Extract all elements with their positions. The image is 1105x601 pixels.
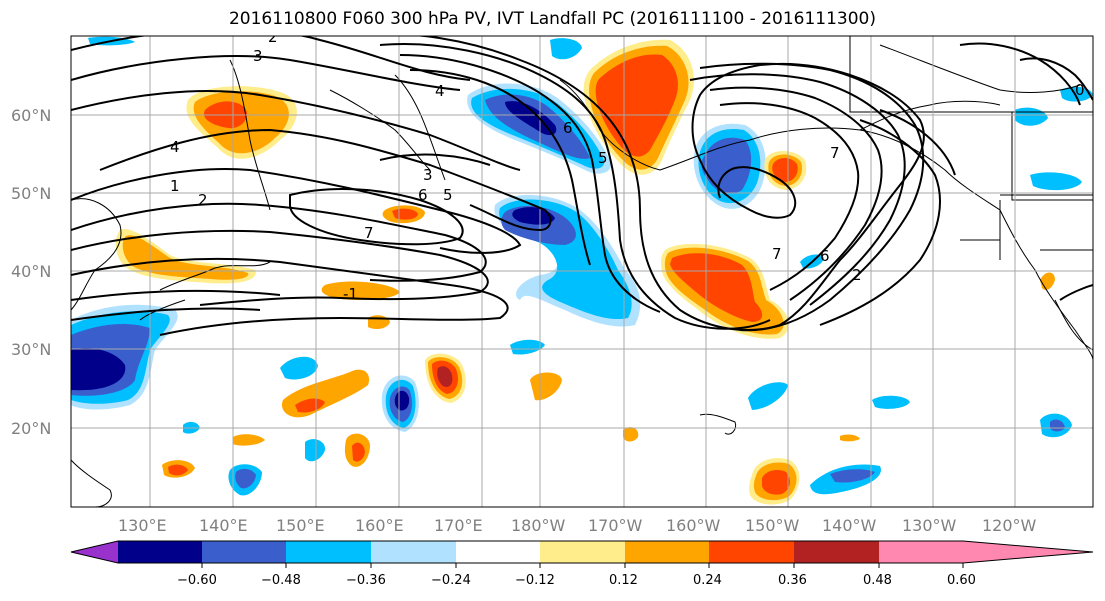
colorbar-tick-label: 0.60 — [947, 573, 976, 588]
colorbar-tick-label: −0.36 — [346, 573, 386, 588]
contour-labels: 3 2 4 4 1 2 3 6 5 7 -1 6 5 7 6 7 2 0 — [170, 28, 1085, 303]
contour-label: -1 — [343, 285, 358, 303]
contour-label: 2 — [268, 28, 278, 46]
anomaly-blob-south-central — [381, 375, 419, 432]
contour-label: 4 — [435, 82, 445, 100]
lon-label: 120°W — [982, 516, 1037, 535]
colorbar-segment — [540, 541, 625, 563]
lon-label: 170°E — [434, 516, 483, 535]
lon-label: 140°E — [199, 516, 248, 535]
anomaly-blob-gulf-alaska — [693, 123, 766, 209]
contour-label: 6 — [563, 119, 573, 137]
lon-label: 170°W — [588, 516, 643, 535]
contour-label: 7 — [772, 245, 782, 263]
contour-label: 5 — [598, 149, 608, 167]
lon-label: 130°W — [902, 516, 957, 535]
lat-label: 20°N — [11, 419, 51, 438]
contour-label: 0 — [1075, 81, 1085, 99]
lon-label: 150°E — [276, 516, 325, 535]
colorbar-extend-min — [71, 541, 118, 563]
contour-label: 6 — [820, 247, 830, 265]
colorbar-segment — [286, 541, 371, 563]
colorbar-tick-label: 0.48 — [863, 573, 892, 588]
graticule — [71, 36, 1093, 507]
colorbar-segment — [202, 541, 286, 563]
anomaly-blob-central-2 — [321, 281, 400, 300]
colorbar-tick-label: −0.60 — [177, 573, 217, 588]
border-lines — [849, 36, 1093, 201]
contour-label: 2 — [198, 191, 208, 209]
anomaly-blob-small-18 — [550, 38, 582, 60]
colorbar-tick-label: 0.36 — [778, 573, 807, 588]
anomaly-blob-small-13 — [748, 382, 788, 410]
anomaly-blob-small-2 — [280, 356, 318, 380]
lat-label: 40°N — [11, 262, 51, 281]
longitude-labels: 130°E 140°E 150°E 160°E 170°E 180°W 170°… — [118, 516, 1037, 535]
colorbar-segment — [625, 541, 709, 563]
colorbar-segment — [456, 541, 540, 563]
contour-label: 3 — [423, 166, 433, 184]
lon-label: 180°W — [511, 516, 566, 535]
anomaly-blob-small-5 — [530, 372, 562, 401]
anomaly-blob-small-4 — [510, 339, 545, 355]
lat-label: 50°N — [11, 184, 51, 203]
colorbar-tick-label: −0.24 — [431, 573, 471, 588]
anomaly-blob-south-2 — [425, 353, 466, 403]
colorbar-segment — [709, 541, 794, 563]
lat-label: 60°N — [11, 106, 51, 125]
anomaly-blob-bering — [467, 83, 611, 174]
lon-label: 160°W — [666, 516, 721, 535]
anomaly-blob-small-21 — [1030, 172, 1082, 191]
contour-label: 7 — [364, 224, 374, 242]
anomaly-blob-small-22 — [1060, 86, 1093, 102]
anomaly-blob-okhotsk — [186, 86, 297, 159]
contour-label: 2 — [852, 266, 862, 284]
colorbar-tick-label: −0.12 — [515, 573, 555, 588]
colorbar-extend-max — [963, 541, 1093, 563]
contour-label: 1 — [170, 177, 180, 195]
colorbar-tick-label: −0.48 — [261, 573, 301, 588]
map-frame — [70, 35, 1094, 508]
anomaly-blob-small-10 — [305, 439, 326, 462]
contour-label: 6 — [418, 186, 428, 204]
anomaly-blob-subtropical-east — [660, 243, 789, 339]
latitude-labels: 60°N 50°N 40°N 30°N 20°N — [11, 106, 51, 438]
anomaly-blob-alaska — [583, 39, 694, 175]
colorbar-segment — [118, 541, 202, 563]
colorbar-tick-label: 0.12 — [609, 573, 638, 588]
colorbar-tick-label: 0.24 — [693, 573, 722, 588]
lon-label: 140°W — [822, 516, 877, 535]
contour-label: 3 — [253, 47, 263, 65]
lon-label: 160°E — [355, 516, 404, 535]
colorbar-segment — [879, 541, 963, 563]
map-title: 2016110800 F060 300 hPa PV, IVT Landfall… — [228, 9, 876, 29]
anomaly-blob-southeast-red — [749, 458, 800, 505]
anomaly-blob-small-7 — [233, 434, 265, 446]
anomaly-blob-japan — [115, 229, 256, 284]
shaded-anomalies — [71, 36, 1093, 505]
colorbar-segment — [371, 541, 456, 563]
lon-label: 130°E — [118, 516, 167, 535]
anomaly-blob-south-japan — [71, 304, 178, 410]
anomaly-blob-small-17 — [840, 434, 860, 442]
contour-label: 7 — [830, 144, 840, 162]
anomaly-blob-small-12 — [623, 427, 639, 442]
anomaly-blob-small-14 — [872, 395, 910, 409]
colorbar: −0.60 −0.48 −0.36 −0.24 −0.12 0.12 0.24 … — [70, 540, 1094, 588]
contour-lines — [71, 36, 1093, 336]
contour-label: 5 — [443, 186, 453, 204]
lat-label: 30°N — [11, 340, 51, 359]
colorbar-ticks — [201, 563, 964, 568]
colorbar-segment — [794, 541, 879, 563]
contour-label: 4 — [170, 138, 180, 156]
lon-label: 150°W — [745, 516, 800, 535]
